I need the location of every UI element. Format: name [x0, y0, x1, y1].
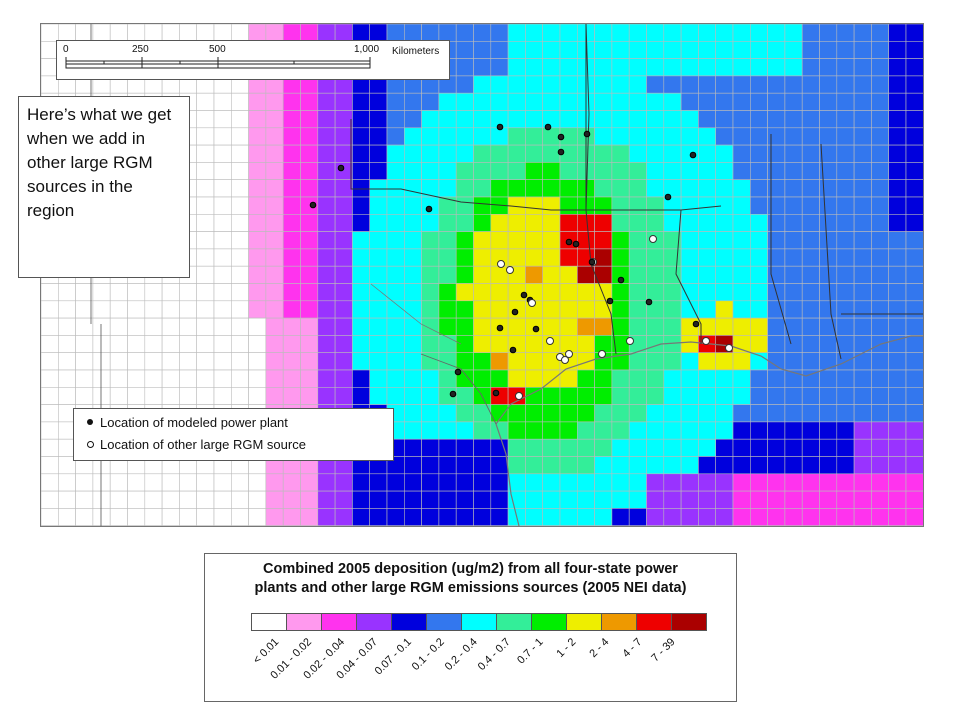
- color-bin-label-7: 0.4 - 0.7: [475, 636, 513, 674]
- color-swatch-6: [461, 613, 497, 631]
- color-swatch-1: [286, 613, 322, 631]
- modeled-plant-marker: [565, 238, 573, 246]
- rio-grande-river: [420, 353, 497, 425]
- modeled-plant-marker: [692, 320, 700, 328]
- modeled-plant-marker: [664, 193, 672, 201]
- gulf-coastline: [495, 335, 923, 425]
- color-swatch-9: [566, 613, 602, 631]
- scale-unit: Kilometers: [392, 46, 440, 57]
- scale-bar: 0 250 500 1,000 Kilometers: [56, 40, 450, 80]
- color-legend-title: Combined 2005 deposition (ug/m2) from al…: [205, 560, 736, 598]
- color-swatch-5: [426, 613, 462, 631]
- color-legend-title-line2: plants and other large RGM emissions sou…: [254, 580, 687, 596]
- modeled-plant-marker: [617, 276, 625, 284]
- legend-other-source: Location of other large RGM source: [80, 433, 387, 455]
- legend-other-source-label: Location of other large RGM source: [100, 436, 306, 452]
- color-swatch-8: [531, 613, 567, 631]
- legend-modeled-plant: Location of modeled power plant: [80, 411, 387, 433]
- modeled-plant-marker: [583, 130, 591, 138]
- other-source-marker: [565, 350, 573, 358]
- modeled-plant-marker: [645, 298, 653, 306]
- modeled-plant-marker: [520, 291, 528, 299]
- scale-tick-0: 0: [63, 44, 69, 55]
- modeled-plant-marker: [496, 324, 504, 332]
- modeled-plant-marker: [532, 325, 540, 333]
- modeled-plant-marker: [449, 390, 457, 398]
- texas-louisiana-border: [585, 209, 617, 355]
- color-bin-label-5: 0.1 - 0.2: [409, 636, 447, 674]
- texas-oklahoma-border: [350, 24, 587, 211]
- source-points: [309, 123, 733, 400]
- color-legend-title-line1: Combined 2005 deposition (ug/m2) from al…: [263, 561, 678, 577]
- other-source-marker: [528, 299, 536, 307]
- other-source-marker: [546, 337, 554, 345]
- modeled-plant-marker: [492, 389, 500, 397]
- other-source-marker: [649, 235, 657, 243]
- scale-tick-250: 250: [132, 44, 149, 55]
- color-swatch-12: [671, 613, 707, 631]
- louisiana-mississippi-border: [675, 209, 702, 344]
- color-bin-label-4: 0.07 - 0.1: [372, 636, 414, 678]
- color-swatch-3: [356, 613, 392, 631]
- color-bin-label-10: 2 - 4: [587, 636, 612, 661]
- scale-bar-graphic: [65, 57, 371, 69]
- modeled-plant-marker: [425, 205, 433, 213]
- modeled-plant-marker: [509, 346, 517, 354]
- modeled-plant-marker: [337, 164, 345, 172]
- color-bin-label-11: 4 - 7: [620, 636, 645, 661]
- color-swatch-11: [636, 613, 672, 631]
- modeled-plant-marker: [511, 308, 519, 316]
- other-source-marker: [702, 337, 710, 345]
- color-swatch-0: [251, 613, 287, 631]
- color-swatch-10: [601, 613, 637, 631]
- color-swatch-2: [321, 613, 357, 631]
- modeled-plant-marker: [496, 123, 504, 131]
- modeled-plant-marker: [606, 297, 614, 305]
- other-source-marker: [561, 356, 569, 364]
- modeled-plant-marker: [309, 201, 317, 209]
- modeled-plant-marker: [689, 151, 697, 159]
- color-swatch-4: [391, 613, 427, 631]
- modeled-plant-marker: [454, 368, 462, 376]
- modeled-plant-marker: [544, 123, 552, 131]
- open-circle-icon: [86, 440, 94, 448]
- other-source-marker: [598, 350, 606, 358]
- color-bin-label-12: 7 - 39: [649, 636, 678, 665]
- color-legend: Combined 2005 deposition (ug/m2) from al…: [204, 553, 737, 702]
- other-source-marker: [725, 344, 733, 352]
- color-bin-label-0: < 0.01: [251, 636, 282, 667]
- scale-tick-1000: 1,000: [354, 44, 380, 55]
- texas-south-coast: [495, 423, 520, 526]
- other-source-marker: [497, 260, 505, 268]
- color-bin-label-8: 0.7 - 1: [515, 636, 546, 667]
- other-source-marker: [506, 266, 514, 274]
- color-bin-label-9: 1 - 2: [554, 636, 579, 661]
- filled-dot-icon: [87, 419, 93, 425]
- annotation-callout: Here’s what we get when we add in other …: [18, 96, 190, 278]
- color-legend-labels: < 0.01 0.01 - 0.02 0.02 - 0.04 0.04 - 0.07 0…: [251, 636, 731, 702]
- color-legend-swatches: [251, 613, 707, 631]
- color-swatch-7: [496, 613, 532, 631]
- legend-modeled-plant-label: Location of modeled power plant: [100, 414, 288, 430]
- other-source-marker: [515, 392, 523, 400]
- other-source-marker: [626, 337, 634, 345]
- mississippi-alabama-border: [770, 134, 792, 345]
- modeled-plant-marker: [557, 133, 565, 141]
- color-bin-label-6: 0.2 - 0.4: [442, 636, 480, 674]
- scale-tick-500: 500: [209, 44, 226, 55]
- point-legend: Location of modeled power plant Location…: [73, 408, 394, 461]
- texas-river: [370, 283, 462, 345]
- arkansas-border: [585, 24, 590, 211]
- modeled-plant-marker: [557, 148, 565, 156]
- alabama-georgia-border: [820, 143, 842, 360]
- modeled-plant-marker: [588, 258, 596, 266]
- modeled-plant-marker: [572, 240, 580, 248]
